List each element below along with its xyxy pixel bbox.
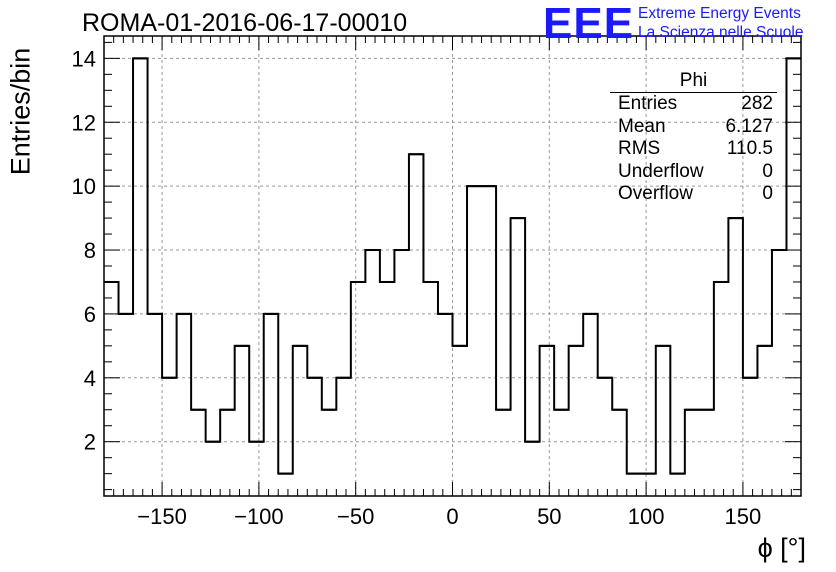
y-tick-label: 10 <box>72 174 96 199</box>
stats-label: Underflow <box>618 160 704 182</box>
y-axis-label: Entries/bin <box>5 47 36 176</box>
stats-label: RMS <box>618 138 661 160</box>
x-tick-label: 100 <box>628 504 665 529</box>
y-tick-label: 8 <box>84 238 96 263</box>
stats-row-mean: Mean 6.127 <box>610 116 777 139</box>
x-tick-label: −150 <box>137 504 187 529</box>
stats-row-overflow: Overflow 0 <box>610 183 777 206</box>
y-tick-label: 6 <box>84 302 96 327</box>
logo-caption-line1: Extreme Energy Events <box>638 5 801 22</box>
x-tick-label: 0 <box>446 504 458 529</box>
stats-box: Phi Entries 282 Mean 6.127 RMS 110.5 Und… <box>610 70 777 206</box>
stats-value: 0 <box>762 160 773 182</box>
stats-row-entries: Entries 282 <box>610 93 777 116</box>
stats-label: Entries <box>618 93 678 114</box>
stats-row-rms: RMS 110.5 <box>610 138 777 161</box>
x-tick-label: −100 <box>234 504 284 529</box>
x-axis-label: ϕ [°] <box>757 533 806 563</box>
y-tick-label: 2 <box>84 430 96 455</box>
chart-title: ROMA-01-2016-06-17-00010 <box>82 9 408 37</box>
stats-label: Mean <box>618 115 666 137</box>
x-tick-label: −50 <box>337 504 374 529</box>
x-tick-label: 50 <box>537 504 561 529</box>
logo-caption-line2: La Scienza nelle Scuole <box>638 24 804 41</box>
stats-row-underflow: Underflow 0 <box>610 161 777 184</box>
stats-value: 0 <box>762 183 773 205</box>
logo-caption: Extreme Energy Events La Scienza nelle S… <box>638 4 803 42</box>
stats-title: Phi <box>610 70 777 93</box>
y-tick-label: 4 <box>84 366 96 391</box>
stats-value: 282 <box>741 93 773 114</box>
stats-value: 110.5 <box>726 138 773 160</box>
stats-label: Overflow <box>618 183 693 205</box>
y-tick-label: 14 <box>72 46 96 71</box>
y-tick-label: 12 <box>72 110 96 135</box>
stats-value: 6.127 <box>725 115 773 137</box>
x-tick-label: 150 <box>725 504 762 529</box>
eee-logo: EEE <box>543 0 635 48</box>
